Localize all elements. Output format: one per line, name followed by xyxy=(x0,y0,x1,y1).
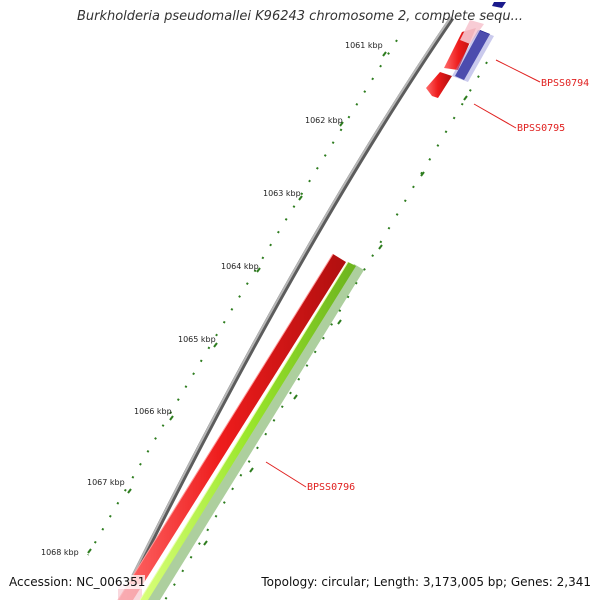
reverse-cds-track xyxy=(452,2,506,82)
scale-tick-label: 1064 kbp xyxy=(221,262,259,271)
forward-cds-track xyxy=(117,28,476,600)
outer-scale-major-ticks xyxy=(87,51,387,554)
accession-info: Accession: NC_006351 xyxy=(9,575,146,589)
accession-value: NC_006351 xyxy=(76,575,146,589)
gene-feature-bpss0794-reverse xyxy=(455,30,490,80)
scale-tick-label: 1068 kbp xyxy=(41,548,79,557)
gene-label[interactable]: BPSS0794 xyxy=(541,78,589,89)
gene-label[interactable]: BPSS0795 xyxy=(517,123,565,134)
scale-tick-label: 1065 kbp xyxy=(178,335,216,344)
gene-feature-bpss0796 xyxy=(118,254,346,600)
backbone-ring xyxy=(119,16,455,600)
accession-label: Accession: xyxy=(9,575,73,589)
gene-feature-bpss0795 xyxy=(426,72,452,98)
map-title: Burkholderia pseudomallei K96243 chromos… xyxy=(76,9,524,24)
gene-label[interactable]: BPSS0796 xyxy=(307,482,355,493)
scale-tick-label: 1067 kbp xyxy=(87,478,125,487)
scale-tick-label: 1066 kbp xyxy=(134,407,172,416)
topology-summary: Topology: circular; Length: 3,173,005 bp… xyxy=(261,575,591,589)
gene-label-leaders xyxy=(265,59,541,488)
gene-labels: BPSS0794 BPSS0795 BPSS0796 xyxy=(307,78,589,493)
scale-tick-labels: 1061 kbp 1062 kbp 1063 kbp 1064 kbp 1065… xyxy=(41,41,383,557)
scale-tick-label: 1063 kbp xyxy=(263,189,301,198)
gc-content-track xyxy=(139,261,364,600)
scale-tick-label: 1062 kbp xyxy=(305,116,343,125)
scale-tick-label: 1061 kbp xyxy=(345,41,383,50)
outer-scale-ring xyxy=(87,39,398,556)
inner-scale-major-ticks xyxy=(203,95,468,546)
